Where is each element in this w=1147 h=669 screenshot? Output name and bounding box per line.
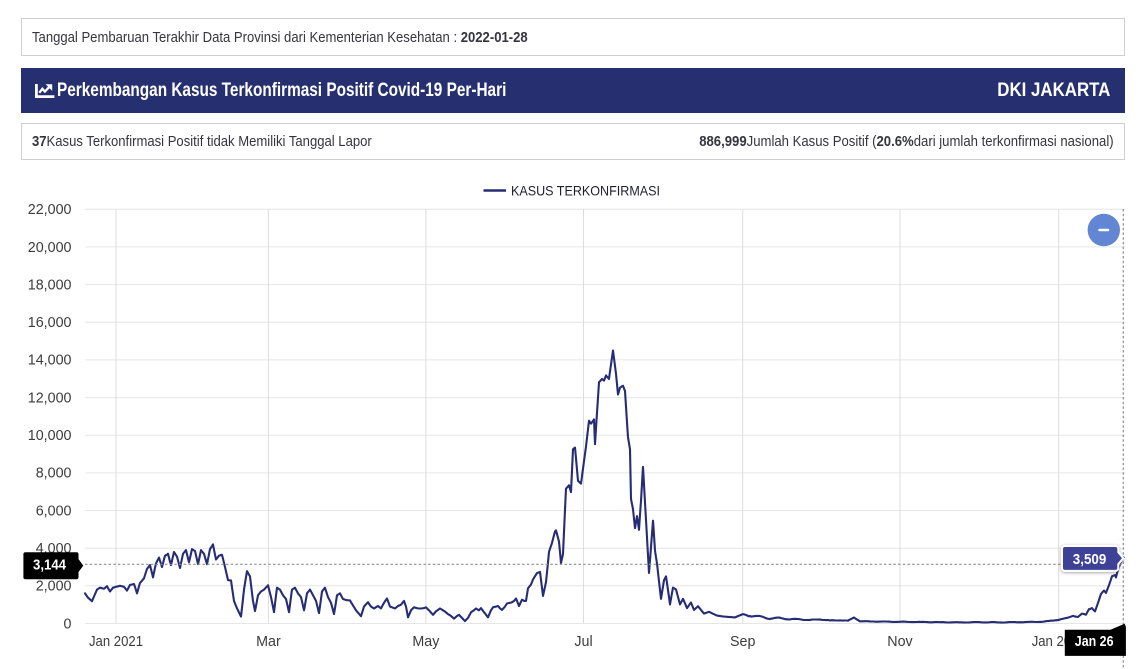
svg-text:2,000: 2,000: [36, 579, 72, 595]
svg-text:14,000: 14,000: [28, 353, 72, 369]
svg-text:Jan 26: Jan 26: [1075, 633, 1114, 650]
svg-text:Sep: Sep: [730, 634, 755, 650]
svg-text:0: 0: [64, 616, 72, 632]
svg-text:May: May: [412, 634, 440, 650]
svg-text:20,000: 20,000: [28, 240, 72, 256]
svg-text:Nov: Nov: [887, 634, 913, 650]
svg-text:6,000: 6,000: [36, 503, 72, 519]
svg-text:22,000: 22,000: [28, 202, 72, 218]
svg-text:Jul: Jul: [574, 634, 592, 650]
svg-text:KASUS TERKONFIRMASI: KASUS TERKONFIRMASI: [511, 182, 660, 198]
svg-text:10,000: 10,000: [28, 428, 72, 444]
svg-text:Mar: Mar: [256, 634, 281, 650]
svg-text:16,000: 16,000: [28, 315, 72, 331]
svg-text:18,000: 18,000: [28, 277, 72, 293]
svg-text:3,509: 3,509: [1073, 552, 1107, 568]
svg-text:3,144: 3,144: [33, 557, 66, 573]
svg-text:12,000: 12,000: [28, 390, 72, 406]
svg-text:Jan 2021: Jan 2021: [89, 634, 143, 650]
svg-text:8,000: 8,000: [36, 466, 72, 482]
